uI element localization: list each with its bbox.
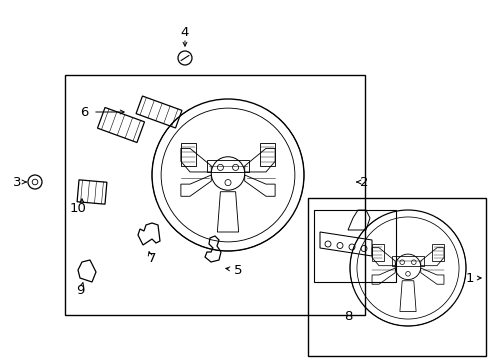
Bar [65, 75, 364, 315]
Text: 5: 5 [233, 264, 242, 276]
Bar [391, 256, 423, 266]
Bar [431, 244, 443, 261]
Text: 10: 10 [69, 202, 86, 215]
Text: 4: 4 [181, 26, 189, 39]
Bar [307, 198, 485, 356]
Bar [181, 143, 196, 166]
Bar [207, 160, 248, 172]
Bar [260, 143, 275, 166]
Text: 2: 2 [359, 176, 367, 189]
Text: 9: 9 [76, 284, 84, 297]
Bar [313, 210, 395, 282]
Text: 3: 3 [13, 176, 21, 189]
Text: 8: 8 [343, 310, 351, 323]
Text: 1: 1 [465, 271, 473, 284]
Text: 6: 6 [80, 105, 88, 118]
Bar [371, 244, 383, 261]
Text: 7: 7 [147, 252, 156, 265]
